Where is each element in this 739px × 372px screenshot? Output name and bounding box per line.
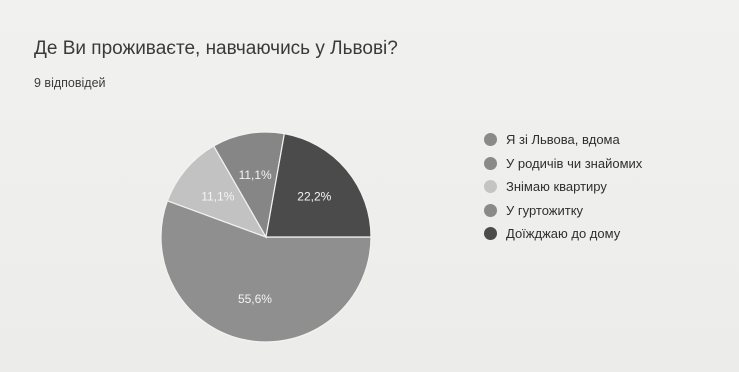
legend-item[interactable]: Я зі Львова, вдома xyxy=(484,128,642,152)
legend-swatch xyxy=(484,180,497,194)
legend-label: Знімаю квартиру xyxy=(506,179,607,195)
pie-slice[interactable] xyxy=(265,132,372,238)
chart-legend: Я зі Львова, вдома У родичів чи знайомих З… xyxy=(484,128,642,246)
response-count: 9 відповідей xyxy=(34,76,106,90)
legend-label: Доїжджаю до дому xyxy=(506,226,621,242)
pie-slice[interactable] xyxy=(160,200,372,343)
legend-item[interactable]: Знімаю квартиру xyxy=(484,175,642,199)
legend-item[interactable]: Доїжджаю до дому xyxy=(484,222,642,246)
pie-slice-label: 11,1% xyxy=(201,189,234,203)
legend-swatch xyxy=(484,227,497,241)
pie-slice-label: 22,2% xyxy=(297,190,331,204)
legend-swatch xyxy=(484,203,497,217)
legend-swatch xyxy=(484,133,497,147)
legend-label: У родичів чи знайомих xyxy=(506,155,643,171)
legend-label: У гуртожитку xyxy=(506,202,584,218)
pie-slice-label: 55,6% xyxy=(238,292,272,306)
chart-title: Де Ви проживаєте, навчаючись у Львові? xyxy=(34,38,398,59)
pie-slice[interactable] xyxy=(212,131,286,239)
legend-swatch xyxy=(484,156,497,170)
pie-slice[interactable] xyxy=(166,145,268,239)
pie-slice-label: 11,1% xyxy=(239,168,272,182)
legend-item[interactable]: У гуртожитку xyxy=(484,199,642,223)
legend-item[interactable]: У родичів чи знайомих xyxy=(484,152,642,176)
legend-label: Я зі Львова, вдома xyxy=(506,132,620,148)
